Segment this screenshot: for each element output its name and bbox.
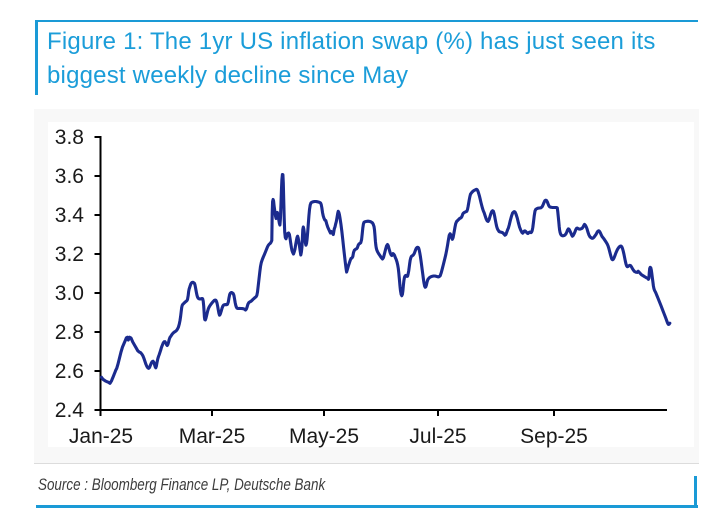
- svg-text:Mar-25: Mar-25: [179, 425, 246, 448]
- svg-text:2.8: 2.8: [55, 321, 84, 344]
- svg-text:May-25: May-25: [289, 425, 359, 448]
- svg-text:3.6: 3.6: [55, 165, 84, 188]
- svg-text:Sep-25: Sep-25: [520, 425, 588, 448]
- svg-text:3.0: 3.0: [55, 282, 84, 305]
- svg-text:3.2: 3.2: [55, 243, 84, 266]
- svg-text:2.4: 2.4: [55, 399, 85, 422]
- svg-text:Jul-25: Jul-25: [409, 425, 466, 448]
- svg-text:Jan-25: Jan-25: [69, 425, 133, 448]
- svg-text:3.8: 3.8: [55, 126, 84, 149]
- svg-text:2.6: 2.6: [55, 360, 84, 383]
- svg-text:3.4: 3.4: [55, 204, 85, 227]
